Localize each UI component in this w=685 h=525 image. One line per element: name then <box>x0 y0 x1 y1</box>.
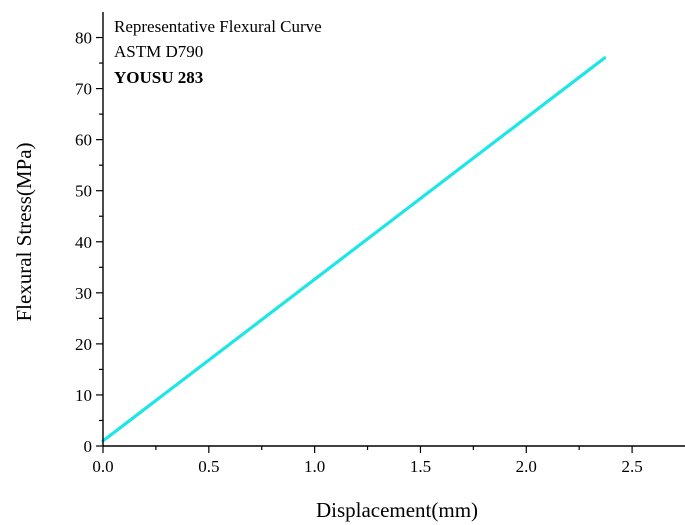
annotation-line-1: Representative Flexural Curve <box>114 17 322 36</box>
x-tick-label: 2.0 <box>516 457 537 476</box>
annotation-line-2: ASTM D790 <box>114 42 203 61</box>
y-tick-label: 50 <box>75 182 92 201</box>
y-tick-label: 70 <box>75 80 92 99</box>
y-tick-label: 10 <box>75 386 92 405</box>
x-tick-label: 1.0 <box>304 457 325 476</box>
x-tick-label: 0.5 <box>198 457 219 476</box>
x-tick-label: 0.0 <box>92 457 113 476</box>
series-layer <box>103 58 605 441</box>
y-tick-label: 30 <box>75 284 92 303</box>
y-axis-title: Flexural Stress(MPa) <box>12 142 36 321</box>
y-tick-label: 80 <box>75 29 92 48</box>
series-line <box>103 58 605 441</box>
y-tick-label: 40 <box>75 233 92 252</box>
y-tick-label: 0 <box>84 437 93 456</box>
annotation-line-3: YOUSU 283 <box>114 68 203 87</box>
y-tick-label: 60 <box>75 131 92 150</box>
y-tick-label: 20 <box>75 335 92 354</box>
x-tick-label: 1.5 <box>410 457 431 476</box>
x-axis-title: Displacement(mm) <box>316 498 478 522</box>
x-tick-label: 2.5 <box>621 457 642 476</box>
